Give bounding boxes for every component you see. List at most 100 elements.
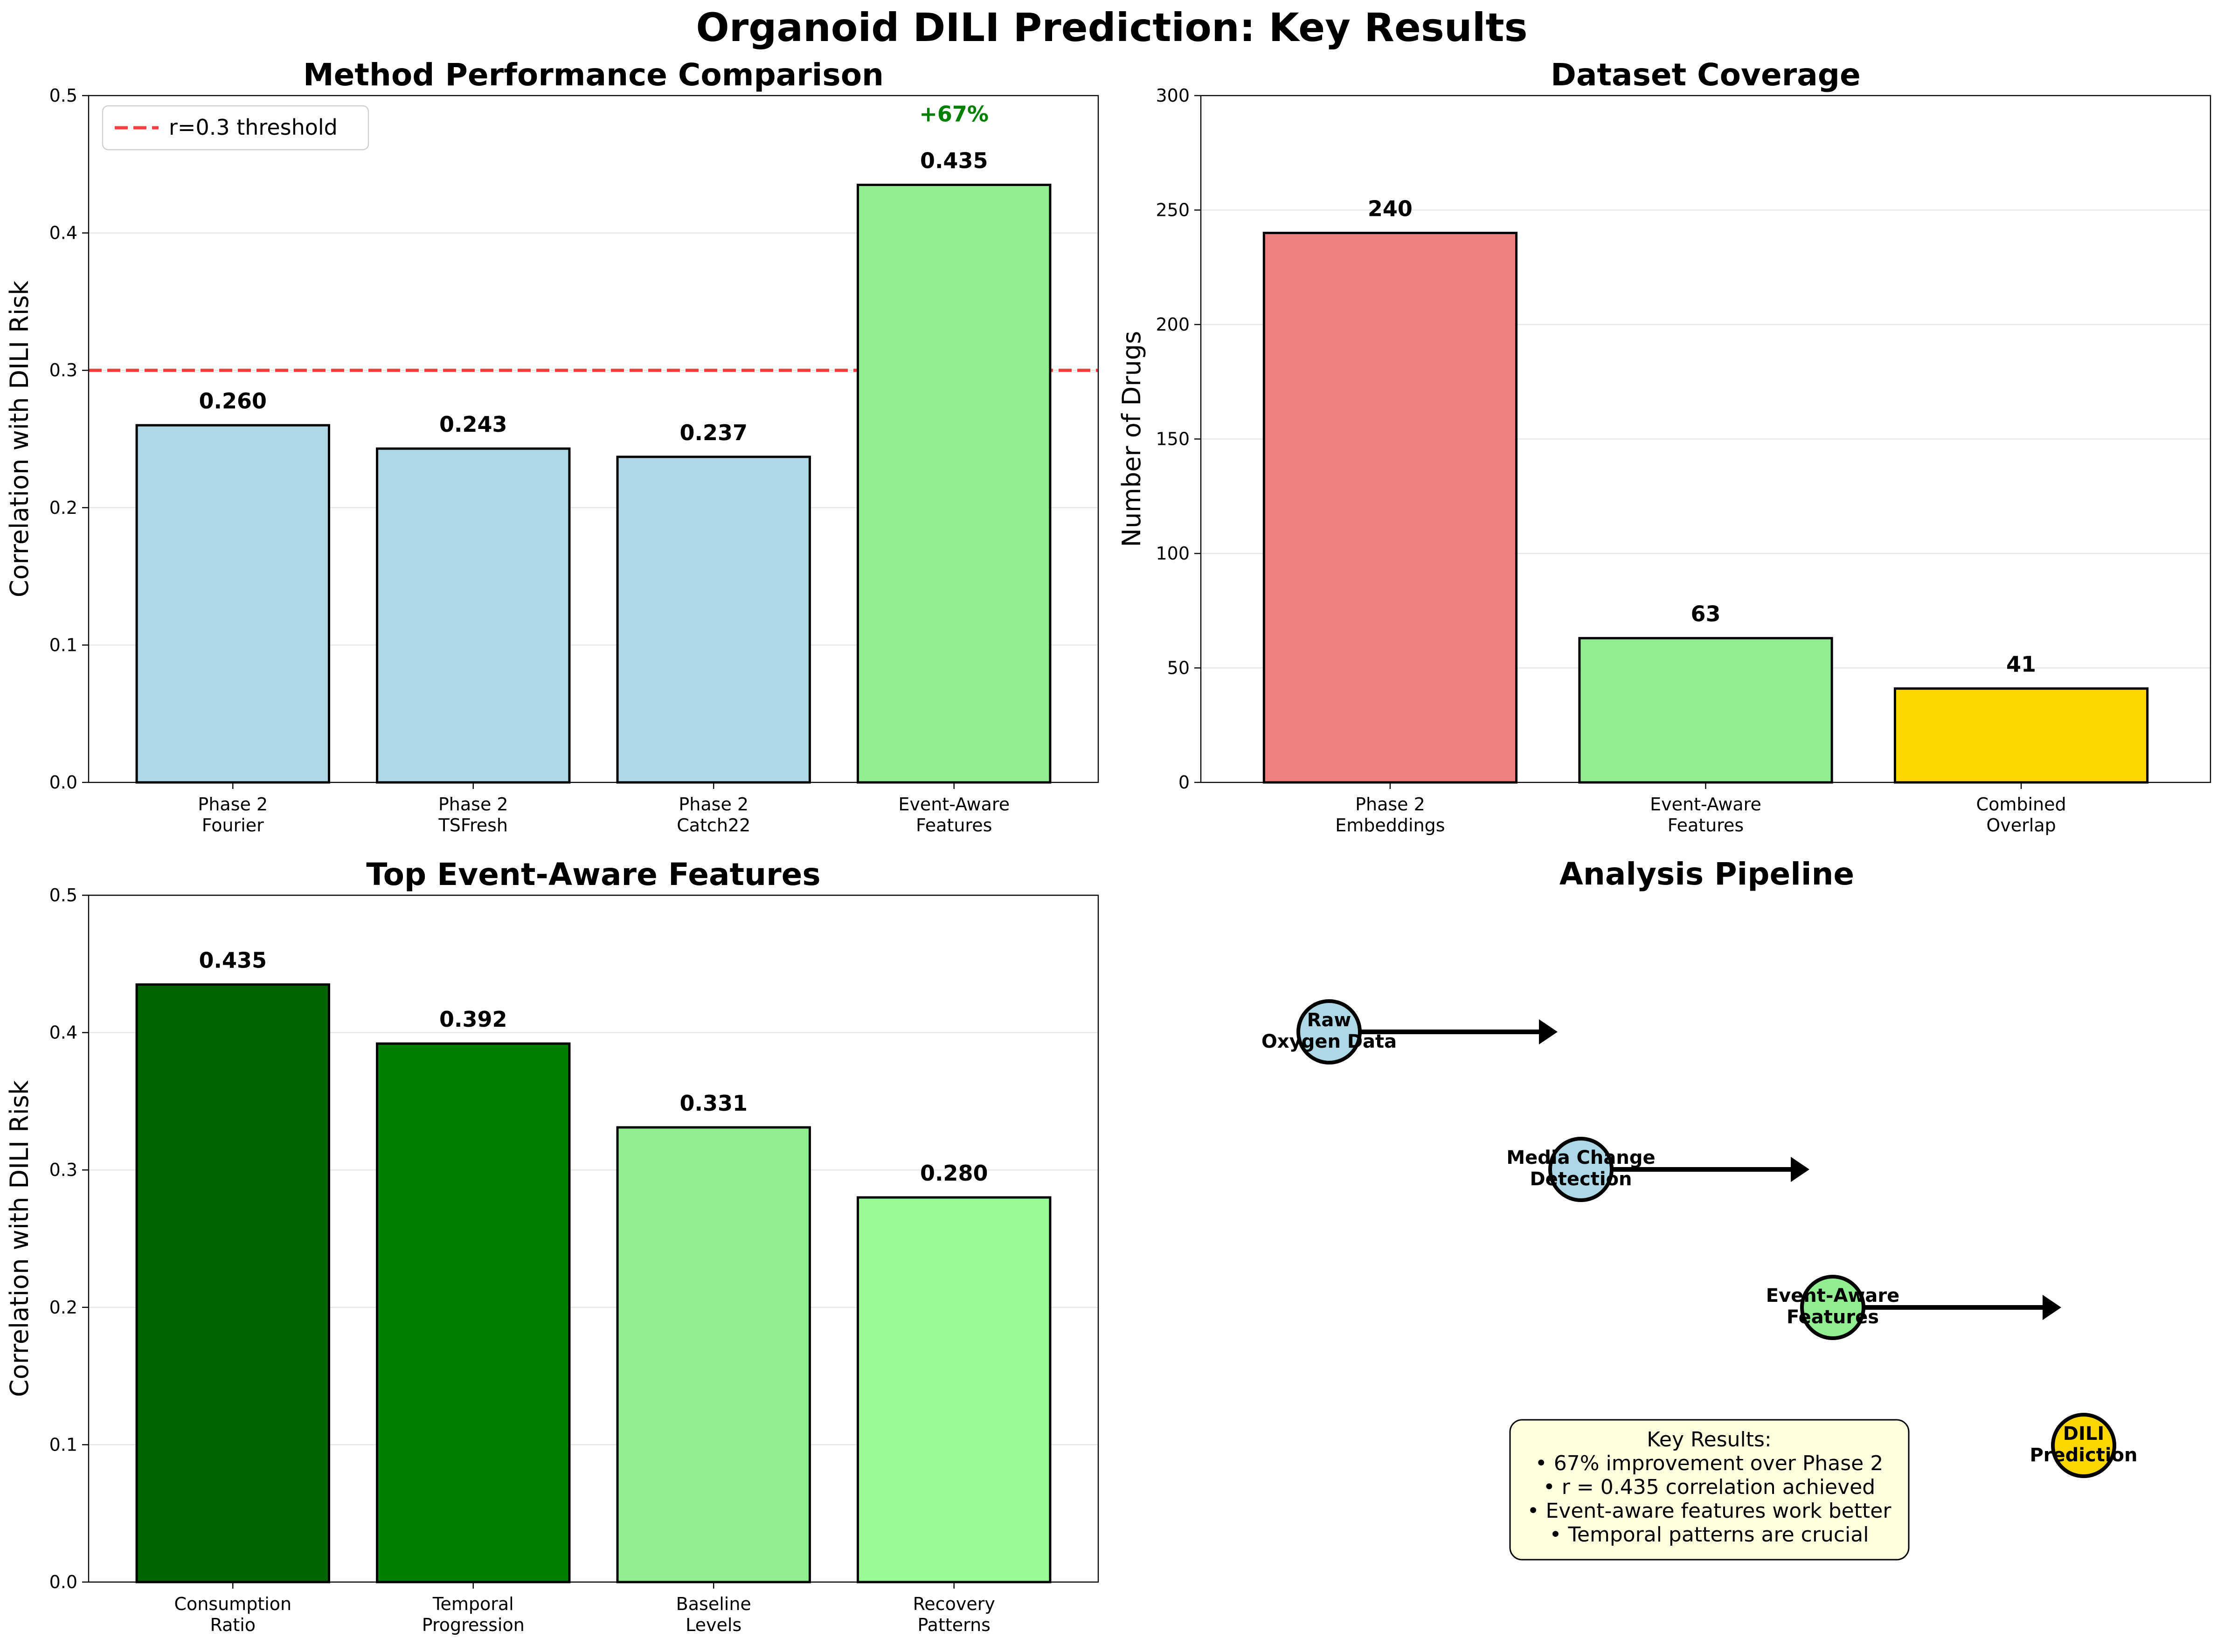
legend: r=0.3 threshold bbox=[102, 105, 369, 151]
x-tick-label: Consumption Ratio bbox=[174, 1594, 291, 1635]
x-tick-label-line: Consumption bbox=[174, 1594, 291, 1614]
x-tick-label-line: Features bbox=[1668, 815, 1744, 836]
top-features-chart: 0.0 0.1 0.2 0.3 0.4 0.5 0.435 Consumption Ratio 0… bbox=[5, 857, 1099, 1635]
x-tick-label-line: Overlap bbox=[1986, 815, 2056, 836]
key-results-text: Key Results: • 67% improvement over Phase… bbox=[1527, 1428, 1892, 1547]
x-tick-label: Temporal Progression bbox=[422, 1594, 525, 1635]
x-tick-label-line: Baseline bbox=[676, 1594, 751, 1614]
y-tick-label: 300 bbox=[1156, 85, 1190, 106]
y-axis-label: Number of Drugs bbox=[1117, 331, 1146, 547]
x-tick-label: Combined Overlap bbox=[1976, 794, 2066, 836]
bar bbox=[1262, 232, 1518, 784]
x-tick-label: Phase 2 TSFresh bbox=[438, 794, 508, 836]
bar-value-label: 0.435 bbox=[920, 148, 988, 173]
pipeline-step-label-line: Detection bbox=[1530, 1168, 1632, 1190]
bar-value-label: 0.392 bbox=[439, 1007, 507, 1032]
bar bbox=[376, 1042, 571, 1583]
y-tick-label: 50 bbox=[1167, 658, 1190, 678]
bar bbox=[1578, 637, 1833, 784]
bar bbox=[857, 1196, 1052, 1583]
bar-value-label: 0.331 bbox=[679, 1091, 748, 1116]
chart-title: Top Event-Aware Features bbox=[366, 857, 820, 892]
x-tick-label-line: Phase 2 bbox=[679, 794, 748, 815]
x-tick-label-line: Event-Aware bbox=[1650, 794, 1761, 815]
x-tick-label: Recovery Patterns bbox=[913, 1594, 995, 1635]
bar-value-label: 0.243 bbox=[439, 412, 507, 437]
y-tick-label: 0 bbox=[1178, 772, 1190, 793]
key-results-text-line: • r = 0.435 correlation achieved bbox=[1543, 1475, 1875, 1499]
pipeline-node bbox=[2051, 1413, 2116, 1478]
x-tick-label-line: Phase 2 bbox=[1355, 794, 1425, 815]
pipeline-step-label: DILI Prediction bbox=[2030, 1423, 2137, 1466]
chart-title: Dataset Coverage bbox=[1551, 57, 1861, 93]
pipeline-step-label-line: DILI bbox=[2063, 1423, 2104, 1445]
key-results-box bbox=[1509, 1419, 1910, 1561]
bar-value-label: 240 bbox=[1368, 196, 1413, 221]
axes-frame bbox=[1200, 95, 2211, 783]
pipeline-title: Analysis Pipeline bbox=[1559, 856, 1854, 892]
bar bbox=[135, 424, 330, 784]
x-tick-label: Event-Aware Features bbox=[1650, 794, 1761, 836]
pipeline-arrowhead bbox=[1539, 1019, 1558, 1044]
improvement-annotation: +67% bbox=[919, 101, 989, 126]
x-tick-label-line: Embeddings bbox=[1335, 815, 1445, 836]
x-tick-label: Baseline Levels bbox=[676, 1594, 751, 1635]
pipeline-step-label-line: Oxygen Data bbox=[1261, 1031, 1397, 1052]
y-tick-label: 0.5 bbox=[49, 85, 77, 106]
chart-title: Method Performance Comparison bbox=[303, 57, 884, 93]
y-tick-label: 0.4 bbox=[49, 223, 77, 243]
bar bbox=[1893, 687, 2149, 784]
bar-value-label: 41 bbox=[2006, 652, 2036, 677]
x-tick-label-line: Catch22 bbox=[677, 815, 750, 836]
pipeline-step-label: Raw Oxygen Data bbox=[1261, 1009, 1397, 1052]
key-results-text-line: Key Results: bbox=[1647, 1428, 1771, 1452]
y-tick-label: 0.0 bbox=[49, 1572, 77, 1592]
y-tick-label: 0.1 bbox=[49, 635, 77, 655]
legend-label: r=0.3 threshold bbox=[169, 115, 338, 140]
pipeline-step-label-line: Features bbox=[1787, 1306, 1879, 1328]
bar-value-label: 0.260 bbox=[199, 388, 267, 414]
pipeline-node bbox=[1296, 999, 1362, 1064]
x-tick-label-line: Patterns bbox=[917, 1615, 991, 1635]
key-results-text-line: • Temporal patterns are crucial bbox=[1550, 1523, 1869, 1547]
x-tick-label-line: Recovery bbox=[913, 1594, 995, 1614]
x-tick-label-line: Phase 2 bbox=[198, 794, 268, 815]
x-tick-label-line: Progression bbox=[422, 1615, 525, 1635]
y-tick-label: 100 bbox=[1156, 543, 1190, 564]
x-tick-label: Phase 2 Fourier bbox=[198, 794, 268, 836]
y-axis-label: Correlation with DILI Risk bbox=[5, 1080, 34, 1397]
x-tick-label-line: Phase 2 bbox=[438, 794, 508, 815]
pipeline-step-label-line: Raw bbox=[1307, 1009, 1351, 1031]
x-tick-label-line: Fourier bbox=[202, 815, 264, 836]
bar bbox=[135, 983, 330, 1583]
axes-frame bbox=[88, 894, 1099, 1583]
pipeline-node bbox=[1548, 1137, 1614, 1202]
dataset-coverage-chart: 0 50 100 150 200 250 300 240 Phase 2 Embeddings 63… bbox=[1117, 57, 2211, 836]
y-tick-label: 250 bbox=[1156, 200, 1190, 221]
key-results-text-line: • 67% improvement over Phase 2 bbox=[1535, 1452, 1883, 1475]
x-tick-label: Event-Aware Features bbox=[898, 794, 1010, 836]
x-tick-label: Phase 2 Embeddings bbox=[1335, 794, 1445, 836]
x-tick-label-line: Event-Aware bbox=[898, 794, 1010, 815]
bar-value-label: 0.280 bbox=[920, 1161, 988, 1186]
x-tick-label-line: Ratio bbox=[210, 1615, 256, 1635]
y-tick-label: 0.2 bbox=[49, 1297, 77, 1318]
y-tick-label: 200 bbox=[1156, 314, 1190, 335]
bar bbox=[616, 456, 811, 784]
bar bbox=[616, 1126, 811, 1583]
bar bbox=[376, 447, 571, 784]
pipeline-step-label: Event-Aware Features bbox=[1766, 1285, 1899, 1328]
bar bbox=[857, 183, 1052, 784]
key-results-text-line: • Event-aware features work better bbox=[1527, 1499, 1892, 1523]
y-tick-label: 0.1 bbox=[49, 1434, 77, 1455]
x-tick-label-line: TSFresh bbox=[438, 815, 508, 836]
pipeline-node bbox=[1800, 1275, 1865, 1340]
axes-frame bbox=[88, 95, 1099, 783]
bar-value-label: 0.435 bbox=[199, 947, 267, 973]
pipeline-step-label: Media Change Detection bbox=[1506, 1147, 1655, 1190]
x-tick-label-line: Levels bbox=[686, 1615, 741, 1635]
pipeline-step-label-line: Media Change bbox=[1506, 1147, 1655, 1168]
